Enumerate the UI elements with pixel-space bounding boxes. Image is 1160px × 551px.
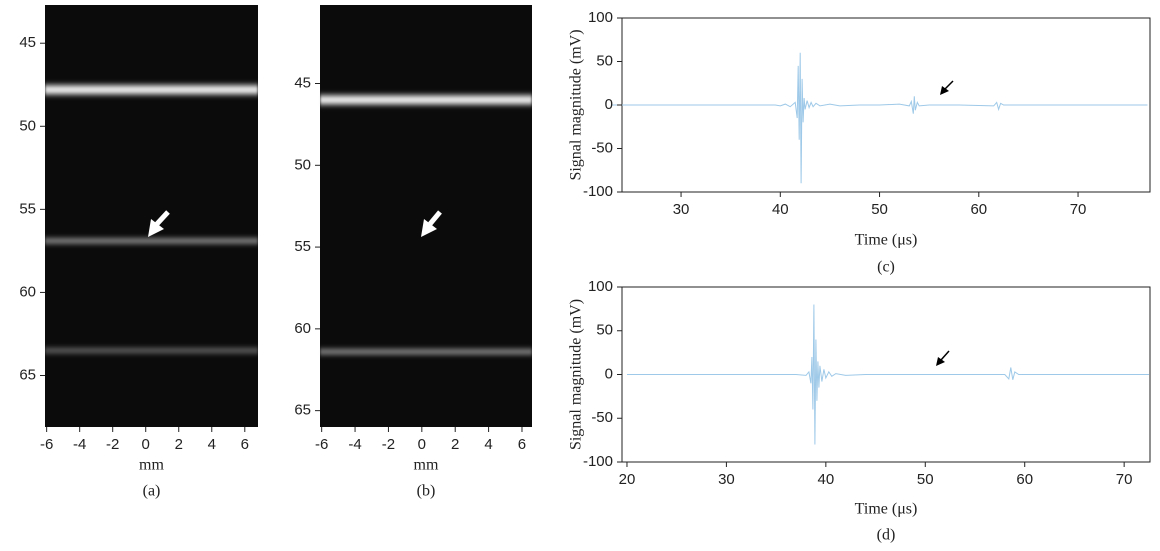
arrow xyxy=(940,350,950,361)
x-tick-label: 70 xyxy=(1116,471,1133,488)
y-tick-label: 65 xyxy=(19,366,36,383)
y-tick-label: 0 xyxy=(605,96,613,113)
x-tick-label: 0 xyxy=(418,436,426,453)
reflector-band xyxy=(45,238,258,243)
x-tick-label: -4 xyxy=(348,436,361,453)
arrow-head xyxy=(148,219,164,237)
x-tick-label: -6 xyxy=(40,436,53,453)
y-tick-label: 100 xyxy=(588,9,613,26)
y-tick-label: 60 xyxy=(19,283,36,300)
y-tick-label: -50 xyxy=(591,139,613,156)
y-tick-label: 65 xyxy=(294,402,311,419)
y-tick-label: 0 xyxy=(605,365,613,382)
image-background xyxy=(45,5,258,427)
x-axis-label: Time (μs) xyxy=(855,232,918,249)
x-axis-label: mm xyxy=(414,457,439,474)
y-tick-label: -50 xyxy=(591,409,613,426)
y-tick-label: 45 xyxy=(19,34,36,51)
x-tick-label: 6 xyxy=(241,436,249,453)
reflector-band xyxy=(45,348,258,353)
reflector-band xyxy=(45,85,258,95)
x-tick-label: -4 xyxy=(73,436,86,453)
panel-caption: (c) xyxy=(877,259,895,276)
x-tick-label: 0 xyxy=(142,436,150,453)
x-tick-label: 2 xyxy=(451,436,459,453)
y-tick-label: 50 xyxy=(294,156,311,173)
x-tick-label: 40 xyxy=(817,471,834,488)
x-tick-label: 30 xyxy=(718,471,735,488)
reflector-band xyxy=(320,349,532,354)
panel-caption: (a) xyxy=(143,483,161,500)
y-tick-label: -100 xyxy=(583,183,613,200)
arrow xyxy=(154,210,170,227)
arrow-head xyxy=(940,86,949,95)
signal-line xyxy=(611,52,1148,184)
x-tick-label: 50 xyxy=(871,201,888,218)
x-tick-label: 60 xyxy=(1016,471,1033,488)
signal-line xyxy=(627,304,1149,445)
x-axis-label: mm xyxy=(139,457,164,474)
x-tick-label: 60 xyxy=(970,201,987,218)
y-tick-label: 55 xyxy=(19,200,36,217)
x-tick-label: 4 xyxy=(208,436,216,453)
y-tick-label: 50 xyxy=(596,52,613,69)
x-tick-label: 20 xyxy=(619,471,636,488)
arrow-head xyxy=(936,357,945,366)
y-tick-label: 55 xyxy=(294,238,311,255)
x-tick-label: 40 xyxy=(772,201,789,218)
arrow-head xyxy=(421,219,437,237)
y-tick-label: 100 xyxy=(588,278,613,295)
y-axis-label: Signal magnitude (mV) xyxy=(568,299,585,450)
x-tick-label: -2 xyxy=(106,436,119,453)
image-background xyxy=(320,5,532,427)
arrow xyxy=(944,80,954,90)
x-tick-label: 50 xyxy=(917,471,934,488)
x-tick-label: 6 xyxy=(518,436,526,453)
panel-caption: (d) xyxy=(877,527,896,544)
x-tick-label: 30 xyxy=(673,201,690,218)
x-tick-label: 4 xyxy=(484,436,492,453)
x-tick-label: -2 xyxy=(382,436,395,453)
reflector-band xyxy=(320,95,532,105)
x-tick-label: -6 xyxy=(315,436,328,453)
x-axis-label: Time (μs) xyxy=(855,501,918,518)
y-tick-label: 60 xyxy=(294,320,311,337)
y-tick-label: -100 xyxy=(583,453,613,470)
y-axis-label: Signal magnitude (mV) xyxy=(568,29,585,180)
y-tick-label: 50 xyxy=(596,322,613,339)
y-tick-label: 50 xyxy=(19,117,36,134)
panel-caption: (b) xyxy=(417,483,436,500)
x-tick-label: 2 xyxy=(175,436,183,453)
y-tick-label: 45 xyxy=(294,74,311,91)
x-tick-label: 70 xyxy=(1070,201,1087,218)
arrow xyxy=(428,210,442,226)
annotations xyxy=(148,80,954,366)
